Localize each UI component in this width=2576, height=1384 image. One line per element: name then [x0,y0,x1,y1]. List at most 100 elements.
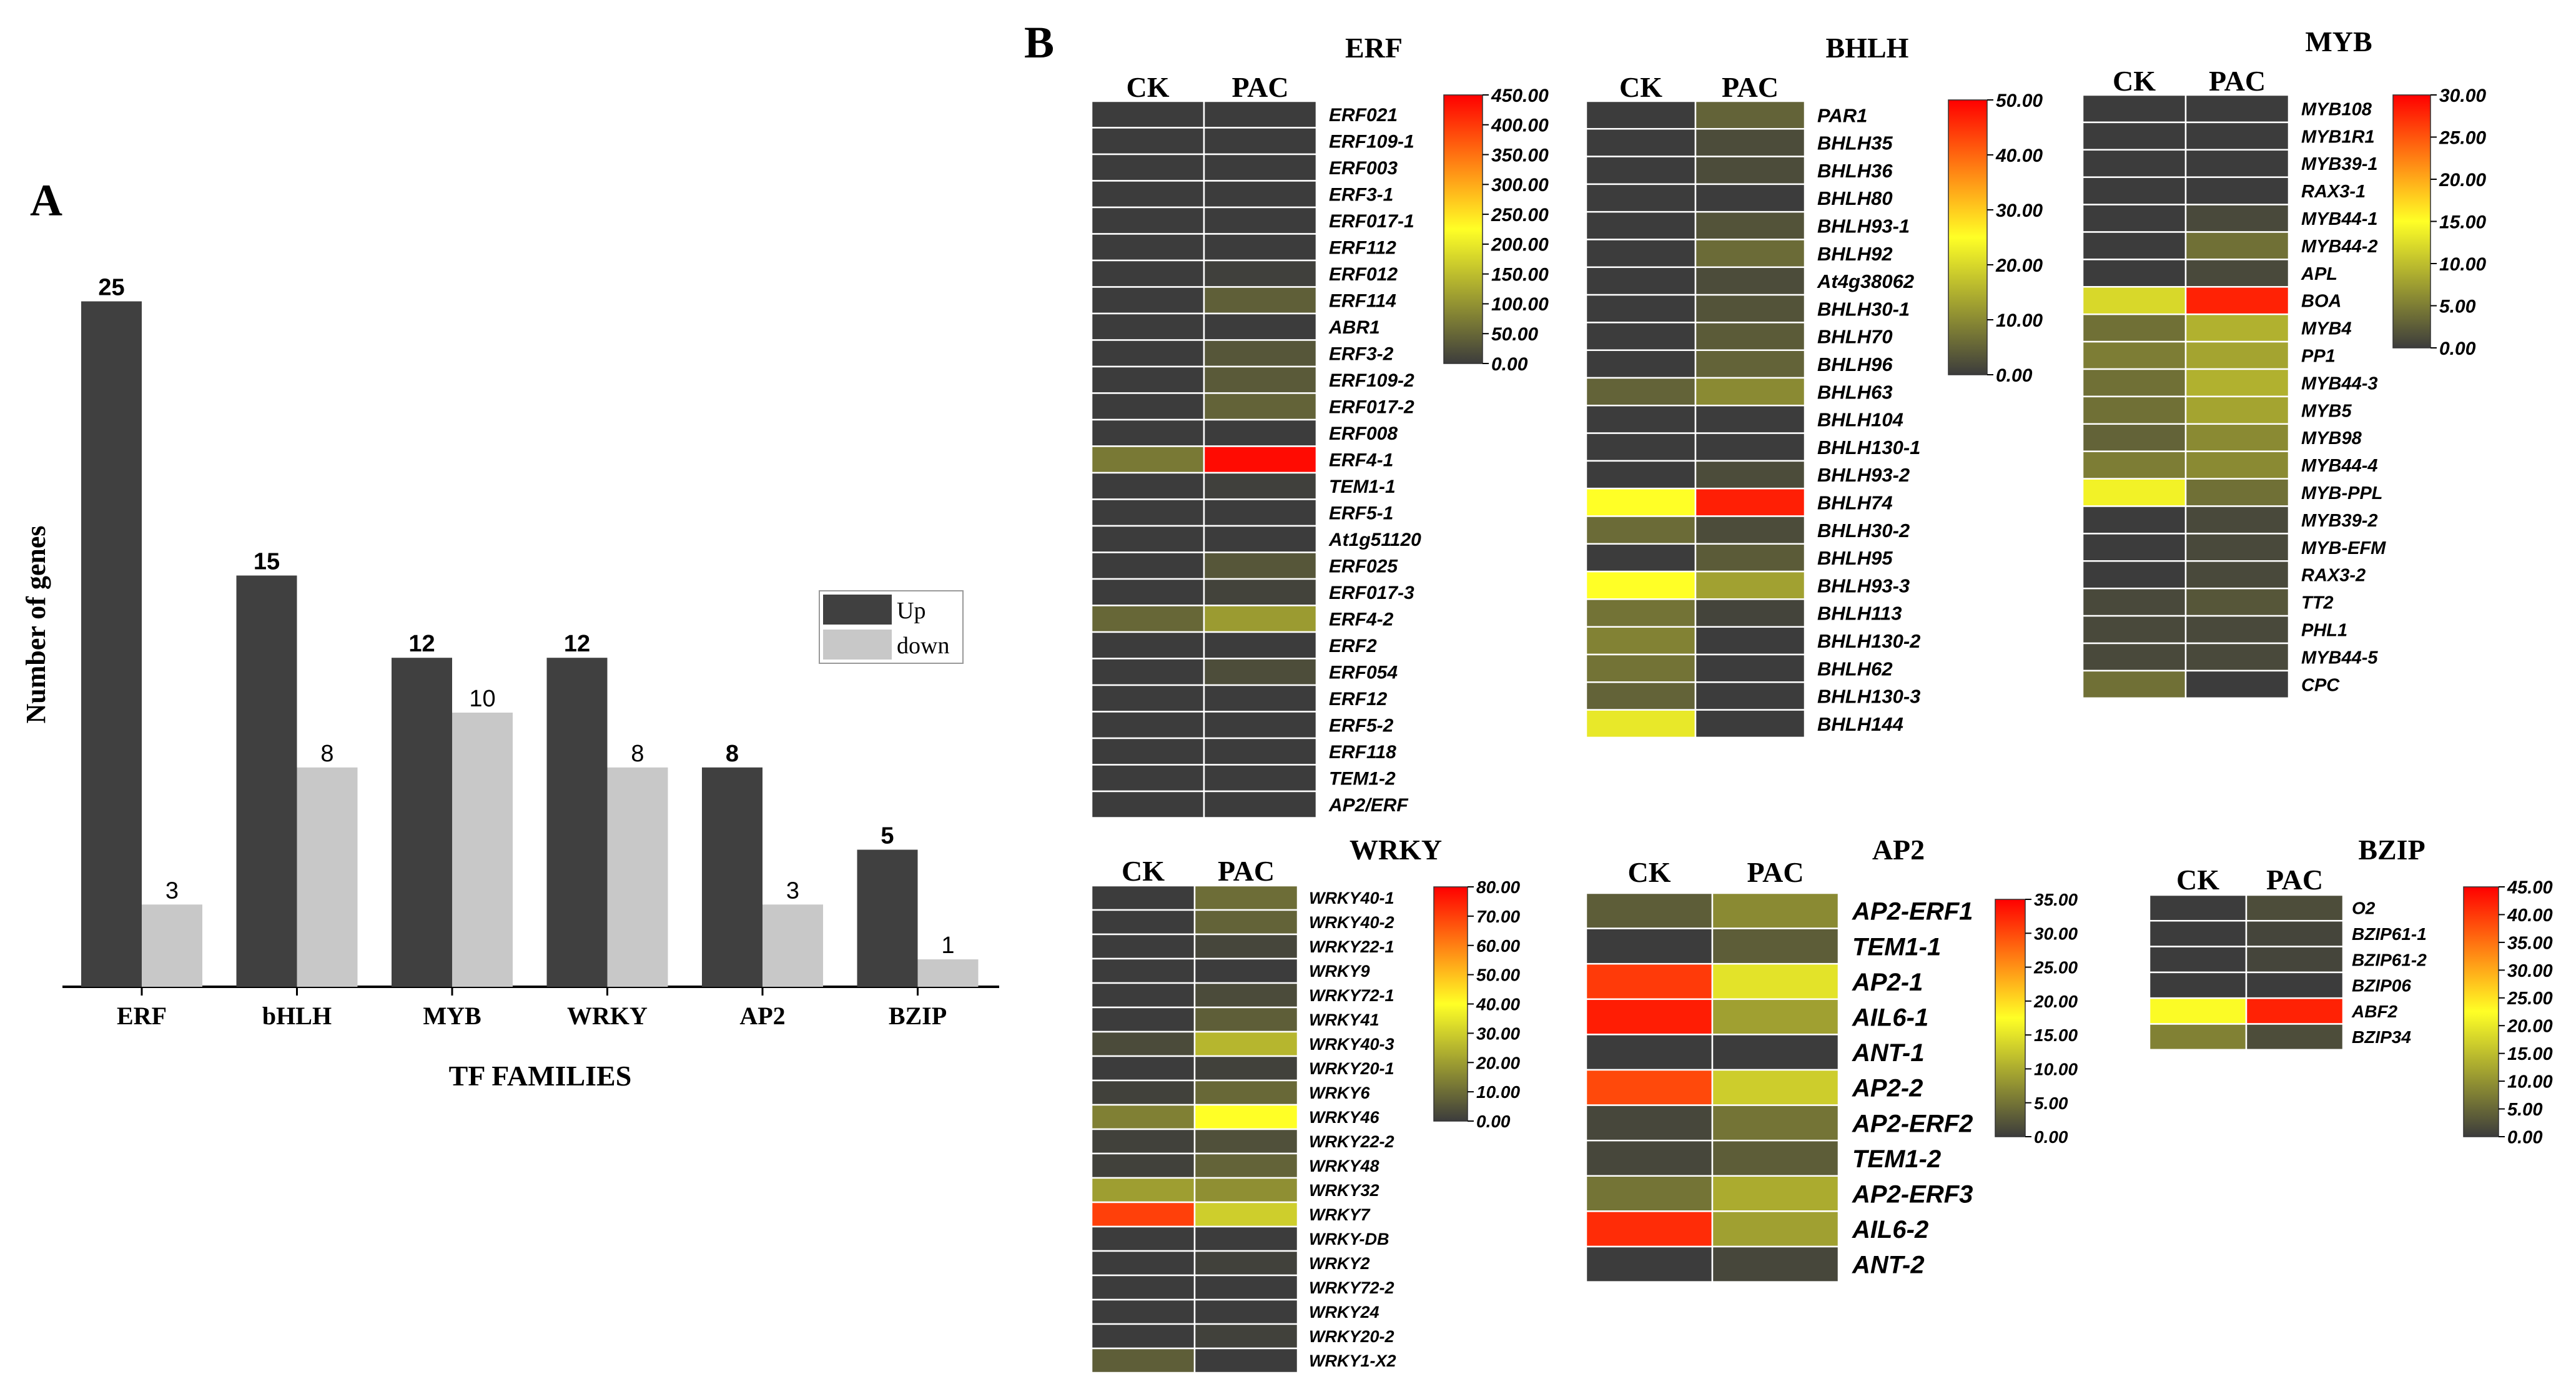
gene-label: BHLH62 [1817,658,1893,680]
colorbar-tick-label: 80.00 [1476,877,1520,897]
heatmap-cell [1090,339,1205,368]
heatmap-cell [1203,259,1318,288]
heatmap-cell [1585,322,1697,351]
heatmap-title: BHLH [1826,32,1909,64]
heatmap-cell [1585,543,1697,573]
gene-label: WRKY22-1 [1309,937,1394,956]
gene-label: ERF3-2 [1329,344,1394,365]
heatmap-cell [2081,259,2187,288]
heatmap-cell [1090,711,1205,739]
heatmap-cell [1203,365,1318,394]
heatmap-cell [2081,231,2187,260]
heatmap-cell [1193,1128,1299,1155]
heatmap-bhlh: BHLH CK PAC PAR1 BHLH35 BHLH36 BHLH80 BHLH93-1 B… [1585,32,2043,739]
gene-label: BHLH104 [1817,409,1903,431]
heatmap-cell [1203,286,1318,315]
colorbar-tick-label: 10.00 [2439,254,2486,275]
heatmap-cell [2081,587,2187,617]
bar-down-erf [142,904,202,987]
heatmap-cell [1193,1152,1299,1179]
colorbar-tick-label: 100.00 [1491,294,1549,315]
colorbar-tick-label: 25.00 [2439,127,2486,148]
colorbar-tick-label: 20.00 [2439,170,2486,190]
bar-chart: 25 3 ERF 15 8 bHLH 12 10 MYB 12 8 WRKY 8 3 AP2 5 1 BZIP Up… [62,275,999,1030]
colorbar [1433,886,1468,1122]
heatmap-ap2: AP2 CK PAC AP2-ERF1 TEM1-1 AP2-1 AIL6-1 ANT-1 AP… [1585,834,2078,1283]
heatmap-cell [2081,286,2187,315]
column-label-ck: CK [1619,71,1662,103]
heatmap-cell [1203,790,1318,819]
heatmap-cell [1090,1006,1196,1033]
gene-label: ERF3-1 [1329,185,1393,205]
heatmap-cell [1694,460,1806,490]
heatmap-cell [1203,339,1318,368]
gene-label: WRKY9 [1309,962,1370,981]
data-label: 5 [881,823,894,849]
heatmap-cell [1585,239,1697,269]
heatmap-cell [1711,1245,1840,1283]
heatmap-cell [1203,418,1318,447]
heatmap-cell [1711,1210,1840,1248]
heatmap-cell [1585,377,1697,407]
heatmap-cell [1585,515,1697,545]
heatmap-cell [1090,153,1205,182]
colorbar-tick-label: 5.00 [2507,1100,2542,1120]
heatmap-cell [1694,100,1806,130]
heatmap-cell [1193,1177,1299,1204]
heatmap-title: BZIP [2358,834,2425,866]
gene-label: BHLH113 [1817,603,1902,625]
gene-label: PHL1 [2301,620,2347,640]
heatmap-cell [2148,971,2248,999]
gene-label: WRKY-DB [1309,1230,1389,1248]
heatmap-cell [2184,395,2290,425]
heatmap-cell [2184,642,2290,672]
heatmap-cell [1090,1347,1196,1374]
gene-label: AP2-ERF3 [1852,1181,1973,1209]
bar-up-bzip [857,849,918,987]
colorbar-tick-label: 10.00 [1476,1082,1520,1102]
heatmap-cell [1090,180,1205,209]
colorbar-tick-label: 50.00 [1476,966,1520,985]
colorbar-tick-label: 45.00 [2507,877,2553,897]
colorbar-tick-label: 200.00 [1491,235,1549,255]
heatmap-cell [2081,121,2187,151]
gene-label: ERF012 [1329,264,1398,285]
heatmap-cell [2148,920,2248,947]
gene-label: BHLH144 [1817,713,1903,735]
heatmap-cell [1203,445,1318,474]
gene-label: ERF5-1 [1329,503,1393,524]
colorbar-tick-label: 400.00 [1491,116,1549,136]
bar-up-bhlh [236,575,297,987]
bar-down-bzip [917,959,979,987]
heatmap-cell [1585,487,1697,517]
gene-label: BHLH36 [1817,160,1893,182]
heatmap-cell [1203,605,1318,633]
gene-label: AP2-2 [1852,1075,1923,1102]
heatmap-cell [1694,294,1806,324]
gene-label: BZIP34 [2352,1027,2411,1047]
gene-label: WRKY32 [1309,1181,1379,1200]
data-label: 8 [631,741,644,767]
colorbar-tick-label: 35.00 [2507,933,2553,953]
colorbar-tick-label: 30.00 [1476,1024,1520,1043]
heatmap-cell [1585,998,1714,1036]
heatmap-cell [1193,982,1299,1009]
gene-label: WRKY40-3 [1309,1035,1394,1054]
colorbar-tick-label: 50.00 [1491,324,1538,345]
heatmap-cell [1090,1250,1196,1277]
heatmap-cell [1090,1177,1196,1204]
heatmap-cell [1090,884,1196,911]
heatmap-cell [1090,1104,1196,1130]
heatmap-cell [2245,971,2344,999]
heatmap-cell [1203,312,1318,341]
gene-label: ERF017-3 [1329,583,1414,603]
legend: Up down [819,590,964,664]
gene-label: BHLH93-3 [1817,575,1910,596]
gene-label: At4g38062 [1817,270,1914,292]
gene-label: BHLH30-2 [1817,520,1910,541]
heatmap-cell [1193,1079,1299,1106]
colorbar-tick-label: 150.00 [1491,264,1549,285]
gene-label: WRKY40-2 [1309,913,1394,932]
heatmap-cell [2245,997,2344,1025]
heatmap-cell [1203,578,1318,606]
